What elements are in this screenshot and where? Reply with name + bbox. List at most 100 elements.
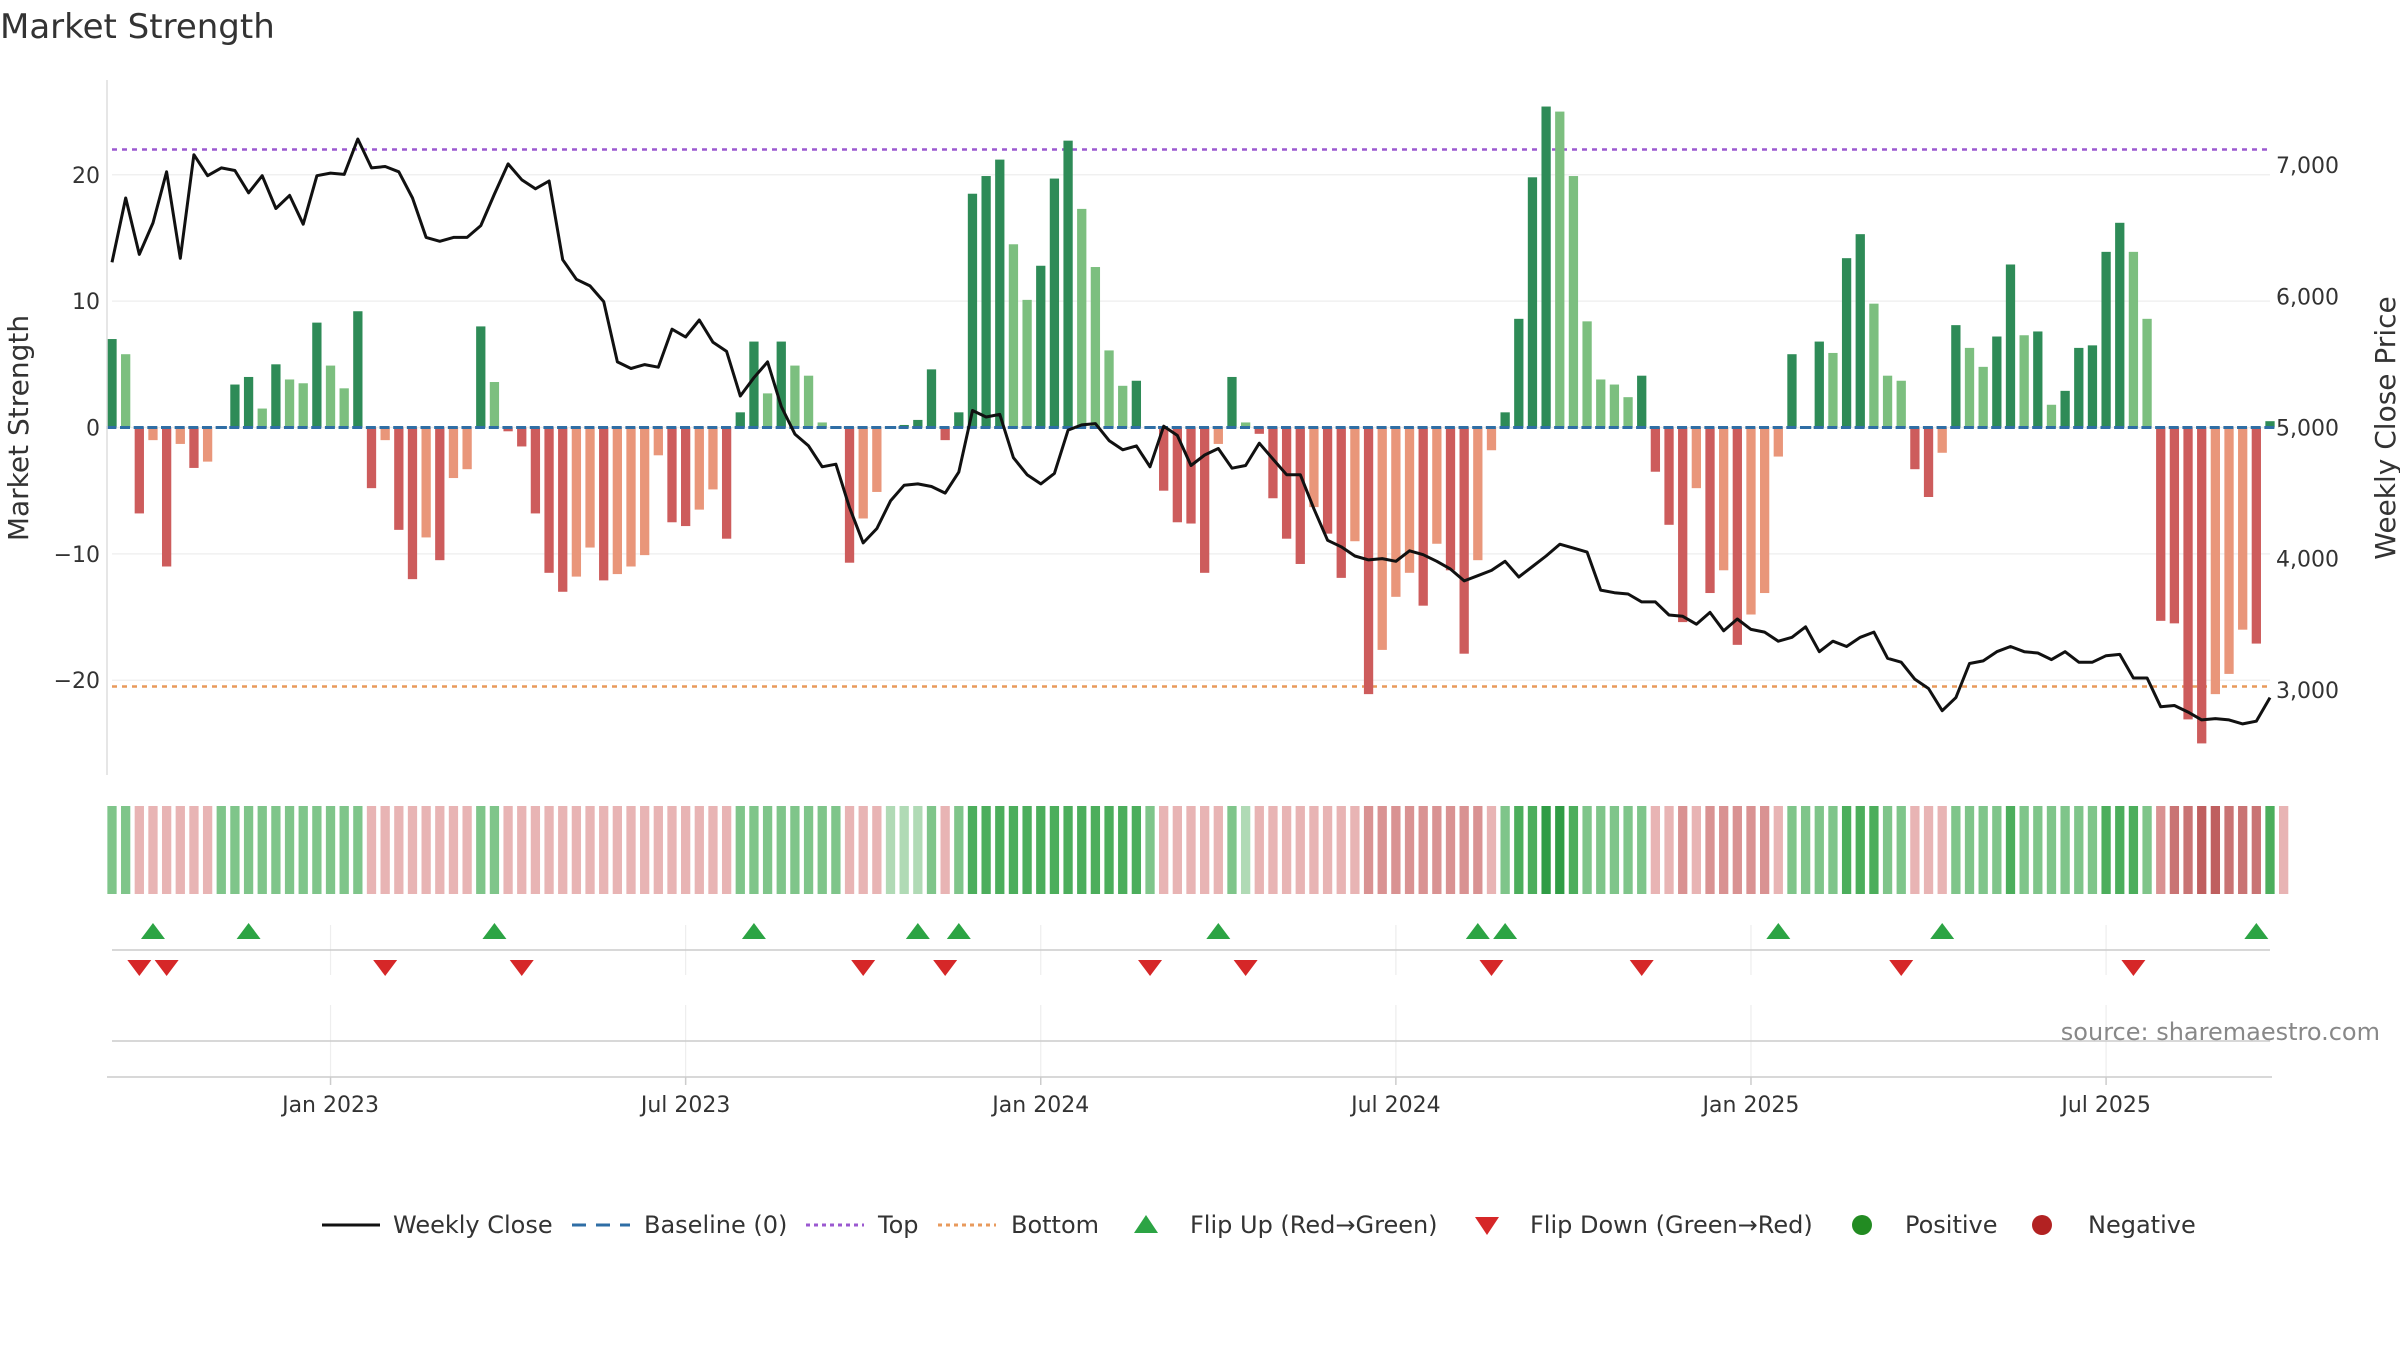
strip-cell (2265, 806, 2275, 894)
strip-cell (544, 806, 554, 894)
strip-cell (1568, 806, 1579, 894)
strength-bar (1459, 427, 1469, 654)
strip-cell (1773, 806, 1783, 894)
strength-bar (366, 427, 377, 489)
strip-cell (803, 806, 814, 894)
strength-bar (161, 427, 172, 567)
strip-cell (1910, 806, 1920, 894)
x-tick-label: Jul 2025 (2059, 1093, 2151, 1118)
strip-cell (448, 806, 459, 894)
flip-up-marker (140, 923, 165, 939)
flip-down-marker (933, 960, 958, 976)
strip-cell (1637, 806, 1647, 894)
flip-up-marker (1493, 923, 1518, 939)
strength-bar (1049, 178, 1060, 428)
x-tick-label: Jul 2024 (1349, 1093, 1441, 1118)
strength-bar (1623, 397, 1633, 428)
flip-up-markers (140, 923, 2269, 939)
strength-bar (1473, 427, 1483, 561)
strip-cell (1828, 806, 1838, 894)
strip-cell (749, 806, 759, 894)
strength-bar (1036, 265, 1046, 428)
strength-bar (1104, 350, 1114, 428)
strength-bar (2033, 331, 2043, 428)
strength-bar (1281, 427, 1292, 539)
weekly-close-line (110, 137, 2272, 726)
strip-cell (1787, 806, 1797, 894)
strength-bar (954, 412, 964, 428)
strip-cell (612, 806, 622, 894)
right-axis-title: Weekly Close Price (2369, 296, 2400, 559)
right-tick-label: 5,000 (2276, 417, 2339, 442)
strength-bar (1869, 303, 1879, 428)
strip-cell (1596, 806, 1606, 894)
strip-cell (1445, 806, 1456, 894)
strength-bar (708, 427, 718, 490)
strength-bar (462, 427, 472, 470)
strength-bar (2074, 347, 2084, 428)
x-tick-label: Jan 2024 (990, 1093, 1089, 1118)
strength-bar (2169, 427, 2180, 624)
strength-bar (612, 427, 622, 575)
strip-cell (995, 806, 1005, 894)
strength-bar (1992, 336, 2002, 428)
strength-bar (544, 427, 554, 573)
strip-cell (257, 806, 267, 894)
strength-bar (257, 408, 267, 428)
strip-cell (1609, 806, 1620, 894)
strip-cell (762, 806, 773, 894)
strength-bar (1008, 244, 1019, 428)
strip-cell (1104, 806, 1114, 894)
strip-cell (134, 806, 144, 894)
strip-cell (462, 806, 472, 894)
flip-down-markers (127, 960, 2146, 976)
strip-cell (489, 806, 500, 894)
flip-down-marker (1233, 960, 1258, 976)
strip-cell (421, 806, 431, 894)
strip-cell (107, 806, 117, 894)
strength-bar (2019, 335, 2029, 428)
strength-bar (1582, 321, 1592, 428)
strength-bar (2128, 251, 2139, 428)
strength-bar (148, 427, 158, 441)
strength-bar (1159, 427, 1169, 491)
strength-bar (995, 159, 1005, 428)
strength-bar (1964, 347, 1975, 428)
strip-cell (1254, 806, 1264, 894)
flip-down-marker (509, 960, 534, 976)
strip-cell (1855, 806, 1865, 894)
strength-bar (1609, 384, 1620, 428)
flip-down-marker (1479, 960, 1504, 976)
right-tick-label: 3,000 (2276, 679, 2339, 704)
strip-cell (503, 806, 513, 894)
strength-bar (2197, 427, 2207, 744)
strength-bar (1650, 427, 1661, 472)
x-tick-label: Jan 2025 (1701, 1093, 1800, 1118)
left-tick-label: −20 (54, 669, 100, 694)
strength-bar (981, 176, 991, 428)
right-axis-ticks: 3,000 4,000 5,000 6,000 7,000 (2276, 154, 2339, 704)
flip-down-marker (1889, 960, 1914, 976)
strip-cell (1377, 806, 1387, 894)
legend-label: Baseline (0) (644, 1211, 787, 1239)
strength-bar (599, 427, 609, 581)
strip-cell (2060, 806, 2070, 894)
strip-cell (325, 806, 336, 894)
strip-cell (1186, 806, 1196, 894)
flip-down-marker (154, 960, 179, 976)
strength-bar (1432, 427, 1442, 544)
flip-down-marker (373, 960, 398, 976)
strength-bar (1637, 375, 1647, 428)
strip-cell (2142, 806, 2152, 894)
strength-bar (1896, 380, 1906, 428)
strip-cell (1951, 806, 1961, 894)
strip-cell (1760, 806, 1770, 894)
strength-bar (1678, 427, 1688, 623)
strip-cell (1008, 806, 1019, 894)
strength-bar (2251, 427, 2261, 644)
strength-bar (1254, 427, 1264, 434)
strip-cell (899, 806, 909, 894)
strength-bar (298, 383, 308, 428)
strength-bar (1760, 427, 1770, 594)
strip-cell (1500, 806, 1510, 894)
